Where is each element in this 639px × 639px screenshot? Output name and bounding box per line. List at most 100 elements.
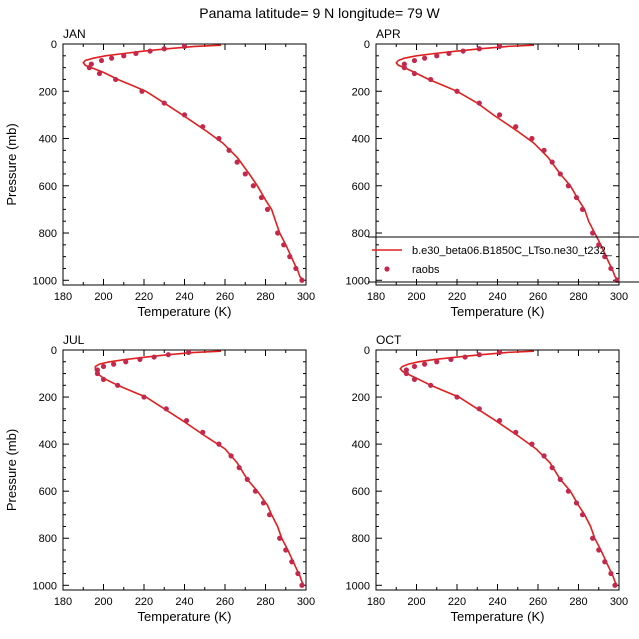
x-tick-label: 200 [407, 596, 425, 608]
x-tick-label: 260 [216, 596, 234, 608]
raobs-point [258, 194, 265, 201]
raobs-point [608, 570, 614, 577]
raobs-point [401, 65, 407, 71]
y-tick-label: 200 [352, 86, 370, 98]
y-tick-label: 800 [39, 228, 57, 240]
y-axis-label: Pressure (mb) [4, 429, 19, 511]
raobs-point [549, 159, 555, 165]
y-tick-label: 200 [39, 392, 57, 404]
x-tick-label: 240 [488, 596, 506, 608]
y-tick-label: 200 [352, 392, 370, 404]
y-tick-label: 1000 [346, 275, 370, 287]
x-tick-label: 180 [367, 596, 385, 608]
y-tick-label: 1000 [33, 275, 57, 287]
raobs-point [428, 382, 434, 388]
x-tick-label: 240 [488, 291, 506, 303]
raobs-point [109, 55, 115, 61]
raobs-point [293, 265, 299, 272]
raobs-point [250, 183, 256, 189]
legend-model-label: b.e30_beta06.B1850C_LTso.ne30_t232_ [412, 245, 613, 257]
y-tick-label: 600 [39, 486, 57, 498]
raobs-point [242, 171, 248, 177]
raobs-point [529, 135, 535, 142]
raobs-point [299, 582, 305, 588]
raobs-point [496, 417, 503, 424]
panel-label: OCT [376, 333, 402, 347]
panel-oct: 180 200 220 240 260 280 300 0 200 400 600 800 1000 Te… [346, 333, 629, 624]
raobs-point [422, 55, 428, 61]
x-tick-label: 200 [94, 596, 112, 608]
raobs-point [411, 57, 418, 64]
raobs-point [147, 48, 153, 54]
raobs-point [565, 183, 571, 189]
raobs-point [115, 382, 121, 388]
x-tick-label: 220 [448, 291, 466, 303]
y-tick-label: 0 [51, 345, 57, 357]
raobs-point [434, 53, 440, 59]
raobs-point [411, 376, 418, 383]
x-tick-label: 260 [216, 291, 234, 303]
y-tick-label: 600 [352, 181, 370, 193]
legend-obs-swatch [384, 266, 390, 272]
raobs-point [462, 354, 468, 360]
x-tick-label: 300 [297, 291, 315, 303]
model-line [94, 350, 305, 586]
raobs-point [428, 76, 434, 83]
raobs-point [513, 429, 519, 435]
x-tick-label: 180 [54, 596, 72, 608]
raobs-point [612, 582, 618, 588]
raobs-point [289, 559, 295, 565]
raobs-point [141, 394, 147, 400]
raobs-point [541, 453, 547, 459]
raobs-point [266, 512, 273, 518]
y-tick-label: 400 [352, 439, 370, 451]
y-tick-label: 1000 [346, 580, 370, 592]
figure-title: Panama latitude= 9 N longitude= 79 W [199, 5, 440, 21]
raobs-point [608, 265, 614, 272]
raobs-point [161, 100, 167, 106]
x-tick-label: 280 [256, 596, 274, 608]
raobs-point [557, 476, 563, 483]
x-tick-label: 220 [448, 596, 466, 608]
raobs-point [121, 53, 127, 59]
x-tick-label: 180 [54, 291, 72, 303]
raobs-point [602, 254, 608, 260]
raobs-point [460, 48, 466, 54]
raobs-point [200, 429, 206, 435]
y-tick-label: 400 [352, 134, 370, 146]
raobs-point [183, 417, 190, 424]
raobs-point [98, 57, 105, 64]
raobs-point [113, 76, 119, 83]
raobs-point [541, 147, 547, 153]
raobs-point [590, 230, 596, 236]
panel-jul: 180 200 220 240 260 280 300 0 200 400 600 800 1000 Te… [4, 333, 315, 624]
raobs-point [295, 570, 301, 577]
y-tick-label: 800 [352, 228, 370, 240]
x-tick-label: 180 [367, 291, 385, 303]
raobs-point [275, 230, 281, 236]
raobs-point [252, 488, 258, 494]
raobs-point [226, 147, 232, 153]
y-tick-label: 0 [51, 39, 57, 51]
raobs-point [476, 100, 482, 106]
raobs-point [181, 112, 188, 118]
raobs-point [123, 359, 129, 365]
raobs-point [137, 356, 143, 363]
raobs-point [573, 500, 580, 506]
y-tick-label: 600 [352, 486, 370, 498]
raobs-point [94, 370, 101, 377]
raobs-point [200, 124, 206, 130]
y-tick-label: 600 [39, 181, 57, 193]
raobs-point [476, 406, 482, 412]
raobs-point [454, 394, 460, 400]
x-tick-label: 220 [135, 596, 153, 608]
x-tick-label: 240 [175, 596, 193, 608]
y-tick-label: 400 [39, 134, 57, 146]
raobs-point [579, 206, 586, 212]
x-tick-label: 200 [407, 291, 425, 303]
x-tick-label: 280 [256, 291, 274, 303]
y-tick-label: 800 [39, 533, 57, 545]
raobs-point [151, 354, 157, 360]
panel-label: JAN [63, 27, 86, 41]
